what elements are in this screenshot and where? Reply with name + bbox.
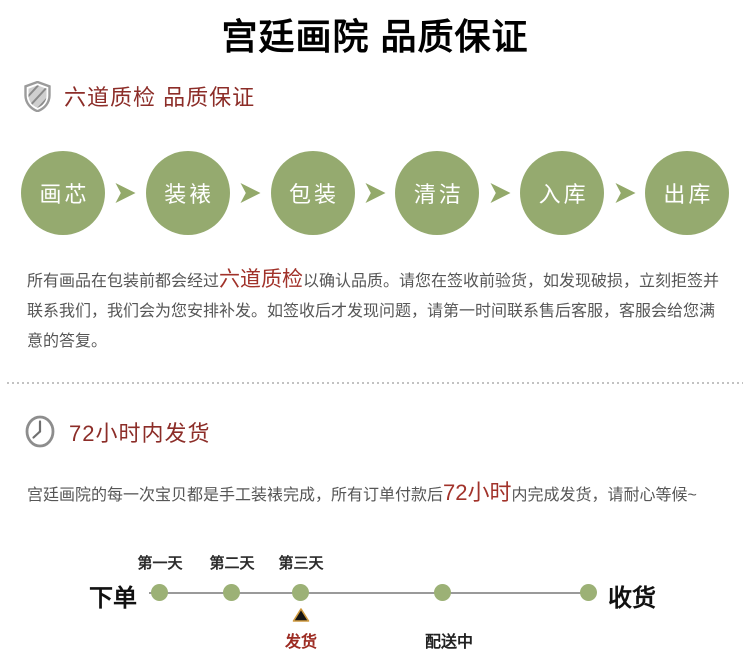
- shield-icon: [24, 80, 51, 112]
- timeline-line: [149, 592, 590, 594]
- qc-description-text: 以确认品质。请您在签收前验货，如发现破损，立刻拒签并联系我们，我们会为您安排补发…: [27, 273, 720, 350]
- shipping-description-highlight: 72小时: [443, 480, 512, 505]
- arrow-right-icon: [240, 183, 261, 203]
- qc-description-text: 所有画品在包装前都会经过: [27, 273, 220, 290]
- qc-steps-flow: 画芯 装裱 包装 清洁 入库 出库: [0, 149, 750, 237]
- clock-icon: [25, 415, 55, 448]
- ship-marker-triangle-icon: [292, 608, 310, 622]
- arrow-right-icon: [365, 183, 386, 203]
- timeline-end-label: 收货: [608, 585, 656, 612]
- qc-step-circle: 清洁: [395, 151, 480, 235]
- qc-step-circle: 画芯: [21, 151, 105, 235]
- timeline-ship-label: 发货: [284, 634, 318, 651]
- qc-section-header: 六道质检 品质保证: [24, 80, 750, 112]
- timeline-dot: [580, 584, 597, 601]
- shipping-section-title: 72小时内发货: [69, 420, 211, 446]
- qc-step-circle: 包装: [270, 151, 355, 235]
- timeline-transit-label: 配送中: [424, 634, 474, 651]
- timeline-day-label: 第二天: [209, 555, 255, 572]
- qc-step-circle: 入库: [520, 151, 605, 235]
- timeline-start-label: 下单: [89, 585, 137, 612]
- qc-description-highlight: 六道质检: [219, 268, 304, 291]
- timeline-dot: [151, 584, 168, 601]
- qc-section-title: 六道质检 品质保证: [64, 85, 256, 110]
- qc-step-circle: 出库: [644, 151, 729, 235]
- qc-step-circle: 装裱: [145, 151, 230, 235]
- timeline-dot: [223, 584, 240, 601]
- qc-description: 所有画品在包装前都会经过六道质检以确认品质。请您在签收前验货，如发现破损，立刻拒…: [27, 265, 728, 357]
- arrow-right-icon: [490, 183, 511, 203]
- shipping-description: 宫廷画院的每一次宝贝都是手工装裱完成，所有订单付款后72小时内完成发货，请耐心等…: [27, 478, 728, 511]
- arrow-right-icon: [115, 183, 136, 203]
- page-title: 宫廷画院 品质保证: [221, 16, 529, 57]
- dotted-divider: [7, 382, 743, 384]
- timeline-day-label: 第一天: [137, 555, 183, 572]
- timeline-dot: [292, 584, 309, 601]
- timeline-dot: [434, 584, 451, 601]
- timeline-day-label: 第三天: [278, 555, 324, 572]
- shipping-section-header: 72小时内发货: [24, 414, 750, 449]
- arrow-right-icon: [615, 183, 636, 203]
- shipping-description-text: 宫廷画院的每一次宝贝都是手工装裱完成，所有订单付款后: [27, 487, 444, 504]
- shipping-timeline: 第一天 第二天 第三天 下单 收货 发货 配送中: [0, 541, 750, 656]
- shipping-description-text: 内完成发货，请耐心等候~: [511, 487, 697, 504]
